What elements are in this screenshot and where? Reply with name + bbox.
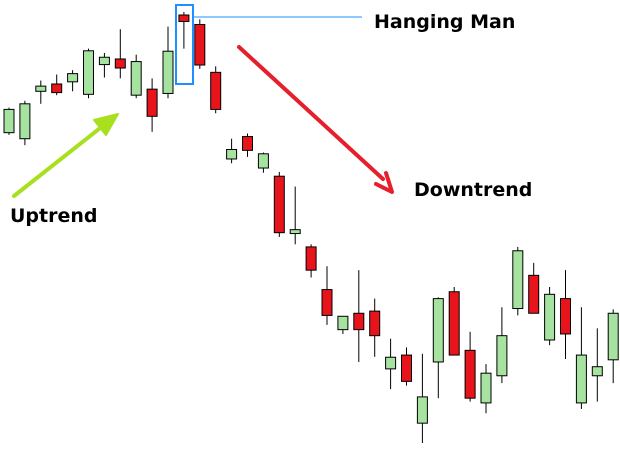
uptrend-arrow-line: [12, 123, 106, 198]
candle-body: [19, 103, 31, 140]
candle-bearish: [273, 171, 285, 237]
candle-body: [35, 85, 47, 92]
candle-body: [480, 372, 492, 404]
candle-body: [114, 58, 126, 69]
candle-body: [289, 229, 301, 235]
candle-bearish: [560, 270, 571, 359]
candle-body: [448, 291, 460, 356]
candle-bullish: [226, 138, 238, 164]
candle-bullish: [98, 52, 110, 78]
candle-bullish: [512, 246, 524, 316]
candle-body: [416, 396, 428, 424]
candle-bullish: [575, 307, 587, 409]
candle-body: [210, 71, 222, 110]
candle-body: [226, 148, 238, 160]
candle-bearish: [448, 286, 460, 356]
candle-bearish: [178, 12, 190, 49]
candle-body: [83, 50, 94, 95]
candle-body: [98, 56, 110, 66]
candle-bullish: [496, 307, 508, 384]
candle-body: [401, 354, 412, 382]
hanging-man-label: Hanging Man: [374, 11, 515, 33]
candle-body: [257, 153, 269, 169]
hanging-man-annotation: Hanging Man: [175, 4, 515, 85]
candle-bearish: [353, 270, 365, 362]
candle-body: [305, 246, 317, 271]
candle-body: [51, 83, 63, 94]
candle-body: [3, 108, 15, 134]
candle-bearish: [528, 262, 540, 314]
candle-bullish: [385, 338, 397, 390]
candle-bearish: [210, 66, 222, 114]
candle-bullish: [607, 309, 619, 384]
candle-body: [575, 354, 587, 404]
candle-bearish: [305, 244, 317, 278]
candle-bearish: [114, 29, 126, 79]
candle-bullish: [35, 80, 47, 104]
candle-bearish: [369, 298, 381, 357]
candle-body: [162, 50, 174, 94]
candle-body: [369, 310, 381, 337]
candle-bearish: [146, 78, 158, 132]
candle-body: [591, 366, 603, 377]
candle-body: [528, 274, 540, 314]
candle-body: [607, 312, 619, 361]
candle-body: [353, 312, 365, 331]
candle-body: [337, 315, 349, 331]
candle-body: [496, 335, 508, 377]
candle-bullish: [480, 364, 492, 414]
downtrend-arrow-head: [374, 171, 394, 194]
candle-body: [464, 349, 476, 399]
candles-group: [3, 12, 619, 443]
uptrend-annotation: Uptrend: [10, 113, 119, 227]
hanging-man-highlight-box: [175, 4, 194, 85]
candle-bearish: [242, 133, 253, 157]
candle-bullish: [337, 315, 349, 334]
downtrend-label: Downtrend: [414, 179, 532, 201]
downtrend-arrow-line: [237, 45, 385, 181]
candle-bullish: [67, 70, 79, 92]
candle-bearish: [194, 19, 206, 69]
candle-bearish: [51, 74, 63, 96]
candle-body: [146, 88, 158, 117]
candle-body: [321, 289, 333, 316]
candle-body: [385, 356, 397, 370]
candle-bullish: [130, 54, 142, 99]
uptrend-arrow-head: [93, 113, 119, 136]
candle-bullish: [83, 48, 94, 99]
candle-bullish: [19, 100, 31, 146]
candle-body: [512, 250, 524, 310]
candle-bearish: [401, 347, 412, 386]
candle-body: [67, 73, 79, 83]
candle-body: [242, 136, 253, 151]
candle-body: [194, 23, 206, 66]
candle-bullish: [544, 286, 556, 346]
candle-body: [432, 298, 444, 363]
candle-bearish: [321, 266, 333, 325]
candle-bullish: [416, 353, 428, 443]
candle-bullish: [257, 152, 269, 173]
uptrend-label: Uptrend: [10, 205, 98, 227]
candle-bearish: [464, 331, 476, 402]
candle-body: [544, 293, 556, 341]
candle-bullish: [432, 297, 444, 399]
candle-body: [178, 14, 190, 22]
downtrend-annotation: Downtrend: [237, 45, 532, 201]
candle-body: [130, 61, 142, 96]
candle-bullish: [162, 26, 174, 99]
candle-body: [273, 175, 285, 234]
candle-bullish: [289, 186, 301, 245]
candle-bullish: [591, 328, 603, 402]
candle-bullish: [3, 107, 15, 135]
candle-body: [560, 298, 571, 335]
